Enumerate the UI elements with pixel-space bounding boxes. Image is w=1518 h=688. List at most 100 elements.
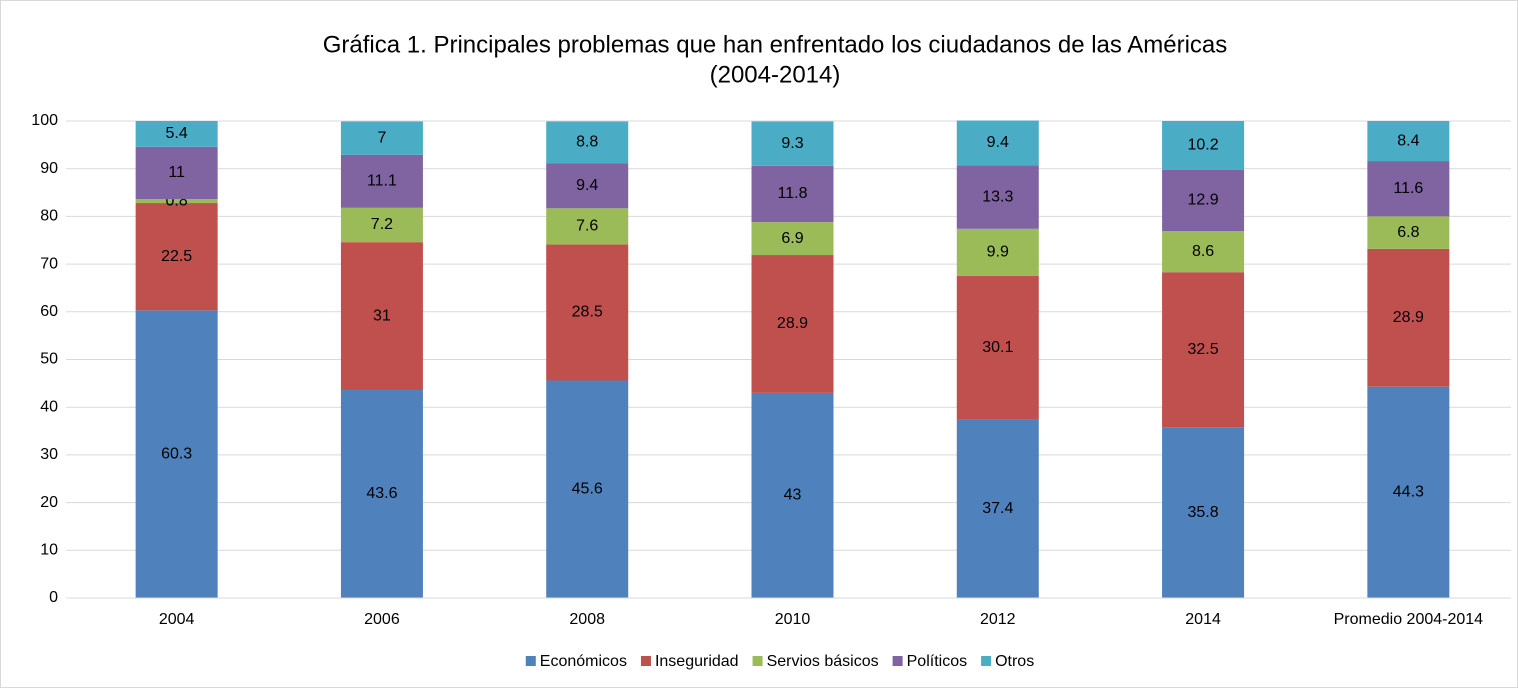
bar-segment [135, 310, 218, 598]
data-label: 9.9 [987, 244, 1009, 261]
bar-segment [546, 380, 629, 598]
bar-segment [1367, 216, 1450, 249]
bar-segment [135, 199, 218, 204]
data-label: 9.4 [576, 177, 598, 194]
data-label: 11.6 [1393, 180, 1423, 197]
bar-segment [1162, 272, 1245, 428]
y-tick-label: 60 [40, 303, 58, 320]
data-label: 8.8 [576, 134, 598, 151]
data-label: 8.6 [1192, 243, 1214, 260]
x-tick-label: Promedio 2004-2014 [1334, 611, 1484, 628]
x-tick-label: 2006 [364, 611, 400, 628]
legend-swatch [892, 656, 903, 666]
bar-segment [956, 419, 1039, 598]
bar-segment [546, 244, 629, 381]
bar-segment [1367, 121, 1450, 162]
bar-segment [751, 255, 834, 393]
y-tick-label: 20 [40, 494, 58, 511]
bar-segment [1367, 248, 1450, 387]
data-label: 60.3 [161, 445, 192, 462]
y-tick-label: 80 [40, 208, 58, 225]
chart-title: (2004-2014) [710, 61, 841, 88]
legend-label: Otros [995, 653, 1034, 670]
y-tick-label: 40 [40, 398, 58, 415]
x-tick-label: 2012 [980, 611, 1016, 628]
legend: Económicos Inseguridad Servios básicos Polí… [525, 653, 1034, 670]
data-label: 32.5 [1188, 341, 1219, 358]
y-tick-label: 0 [49, 589, 58, 606]
data-label: 22.5 [161, 248, 192, 265]
bar-segment [751, 121, 834, 166]
bar-segment [956, 165, 1039, 229]
bar-segment [751, 165, 834, 223]
data-label: 28.9 [1393, 309, 1424, 326]
bar-segment [1162, 169, 1245, 232]
y-tick-label: 100 [31, 112, 58, 129]
data-label: 7.6 [576, 218, 598, 235]
x-tick-label: 2010 [775, 611, 811, 628]
data-label: 6.9 [781, 230, 803, 247]
bar-segment [1162, 121, 1245, 170]
data-label: 9.3 [781, 135, 803, 152]
x-tick-label: 2004 [159, 611, 195, 628]
chart-title: Gráfica 1. Principales problemas que han… [323, 31, 1228, 58]
data-label: 5.4 [166, 125, 188, 142]
data-label: 31 [373, 307, 391, 324]
data-label: 7.2 [371, 216, 393, 233]
data-label: 43 [784, 487, 802, 504]
y-tick-label: 70 [40, 255, 58, 272]
bar-segment [340, 390, 423, 598]
data-label: 28.9 [777, 315, 808, 332]
bar-segment [546, 208, 629, 245]
data-label: 43.6 [366, 485, 397, 502]
y-tick-label: 10 [40, 542, 58, 559]
data-label: 10.2 [1188, 137, 1219, 154]
bar-segment [340, 207, 423, 243]
data-label: 13.3 [982, 188, 1013, 205]
legend-swatch [981, 656, 992, 666]
data-label: 8.4 [1397, 132, 1419, 149]
data-label: 28.5 [572, 304, 603, 321]
bar-segment [340, 242, 423, 391]
data-label: 35.8 [1188, 504, 1219, 521]
x-tick-label: 2014 [1185, 611, 1221, 628]
y-tick-label: 50 [40, 351, 58, 368]
x-tick-label: 2008 [569, 611, 605, 628]
bar-segment [1367, 161, 1450, 217]
bar-segment [135, 146, 218, 200]
legend-label: Políticos [907, 653, 967, 670]
bar-segment [1162, 427, 1245, 598]
data-label: 7 [377, 129, 386, 146]
data-label: 11 [168, 164, 185, 181]
data-label: 12.9 [1188, 192, 1219, 209]
y-tick-label: 90 [40, 160, 58, 177]
data-label: 11.8 [778, 185, 808, 202]
data-label: 44.3 [1393, 484, 1424, 501]
bar-segment [135, 203, 218, 311]
legend-swatch [752, 656, 763, 666]
data-label: 45.6 [572, 480, 603, 497]
bar-segment [546, 121, 629, 164]
bar-segment [956, 228, 1039, 277]
data-label: 37.4 [982, 500, 1013, 517]
bar-segment [751, 222, 834, 256]
bar-segment [1162, 231, 1245, 273]
bar-segment [956, 120, 1039, 166]
bar-segment [751, 392, 834, 598]
data-label: 6.8 [1397, 224, 1419, 241]
bar-segment [546, 163, 629, 209]
legend-swatch [525, 656, 536, 666]
legend-swatch [640, 656, 651, 666]
data-label: 11.1 [367, 173, 397, 190]
data-label: 30.1 [982, 339, 1013, 356]
bar-segment [340, 154, 423, 208]
data-label: 9.4 [987, 134, 1009, 151]
legend-label: Servios básicos [767, 653, 879, 670]
bar-segment [135, 121, 218, 147]
legend-label: Económicos [540, 653, 627, 670]
bar-segment [340, 121, 423, 155]
bar-segment [956, 276, 1039, 420]
y-tick-label: 30 [40, 446, 58, 463]
bar-segment [1367, 386, 1450, 598]
